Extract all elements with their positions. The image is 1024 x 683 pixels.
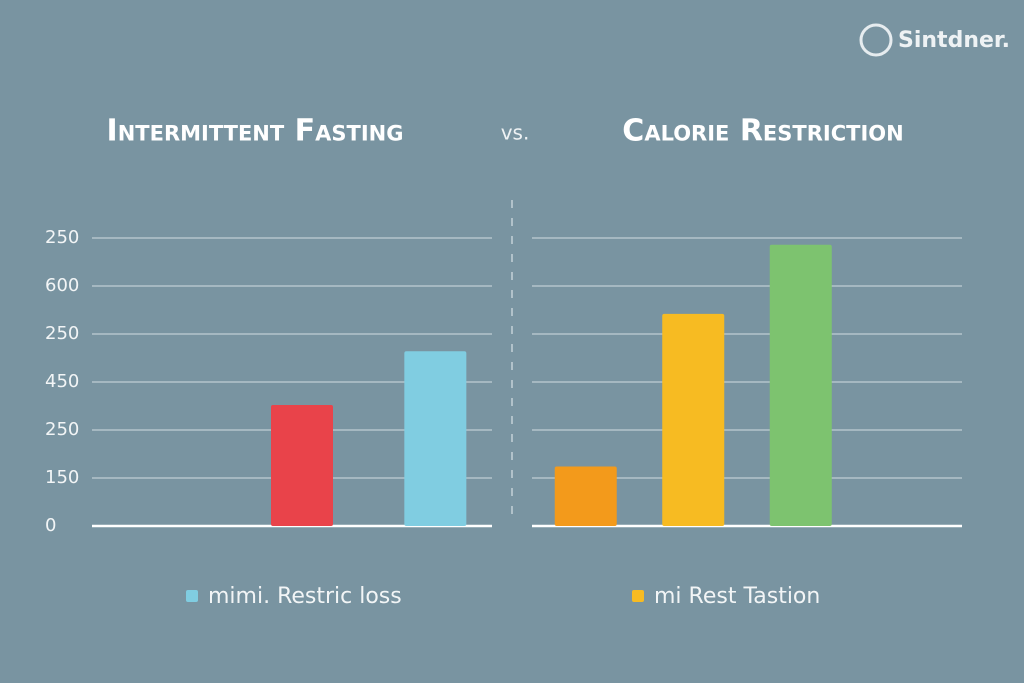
logo-icon xyxy=(859,23,893,57)
bar xyxy=(404,351,467,526)
y-tick-label: 250 xyxy=(45,419,79,440)
legend-swatch xyxy=(186,590,198,602)
y-tick-label: 0 xyxy=(45,515,56,536)
y-tick-label: 450 xyxy=(45,371,79,392)
bar xyxy=(554,466,617,526)
legend-swatch xyxy=(632,590,644,602)
y-tick-label: 250 xyxy=(45,323,79,344)
bar xyxy=(271,405,333,526)
left-title: Intermittent Fasting xyxy=(107,114,404,149)
logo: Sintdner. xyxy=(859,23,1010,57)
y-tick-label: 600 xyxy=(45,275,79,296)
bar xyxy=(662,313,725,526)
vs-label: vs. xyxy=(501,121,530,145)
legend-label: mimi. Restric loss xyxy=(208,584,402,609)
y-tick-label: 250 xyxy=(45,227,79,248)
y-tick-label: 150 xyxy=(45,467,79,488)
legend-label: mi Rest Tastion xyxy=(654,584,820,609)
right-title: Calorie Restriction xyxy=(622,114,903,149)
logo-text: Sintdner. xyxy=(898,28,1010,53)
bar xyxy=(769,244,832,526)
